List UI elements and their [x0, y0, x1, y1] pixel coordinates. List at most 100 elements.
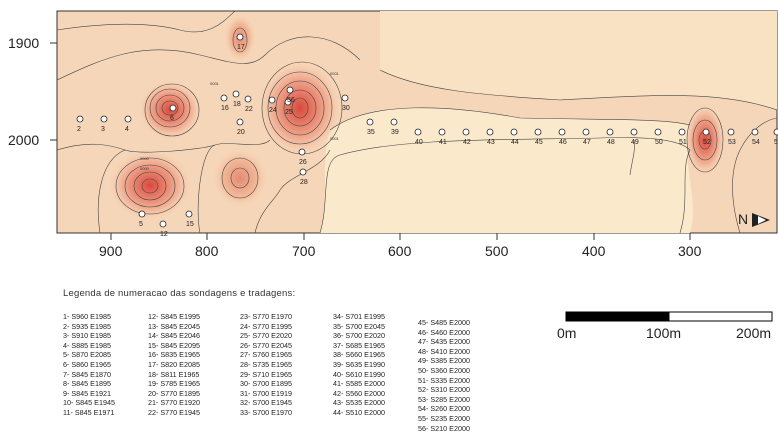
legend-entry: 5- S870 E2085 [63, 350, 111, 360]
legend-entry: 19- S785 E1965 [148, 379, 200, 389]
scale-bar-black [565, 311, 670, 322]
legend-column-3: 23- S770 E1970 24- S770 E1995 25- S770 E20… [240, 312, 292, 418]
scale-label-100: 100m [646, 325, 681, 341]
sampling-point-label: 12 [160, 231, 168, 238]
legend-entry: 44- S510 E2000 [333, 407, 385, 417]
anomaly-6 [685, 104, 725, 176]
sampling-point-label: 41 [439, 139, 447, 146]
x-tick-300: 300 [678, 243, 702, 259]
sampling-point-marker [244, 95, 252, 103]
legend-entry: 9- S845 E1921 [63, 388, 111, 398]
legend-entry: 21- S770 E1920 [148, 398, 200, 408]
sampling-point-marker [232, 90, 240, 98]
sampling-point-marker [486, 128, 494, 136]
legend-entry: 55- S235 E2000 [418, 413, 470, 423]
sampling-point-label: 20 [237, 129, 245, 136]
legend-entry: 28- S735 E1965 [240, 359, 292, 369]
legend-entry: 26- S770 E2045 [240, 340, 292, 350]
sampling-point-label: 35 [367, 129, 375, 136]
sampling-point-marker [678, 128, 686, 136]
sampling-point-label: 2 [77, 126, 81, 133]
legend-entry: 11- S845 E1971 [63, 407, 115, 417]
north-label: N [738, 211, 748, 227]
sampling-point-label: 43 [487, 139, 495, 146]
sampling-point-label: 26 [299, 159, 307, 166]
sampling-point-label: 54 [752, 139, 760, 146]
legend-entry: 23- S770 E1970 [240, 312, 292, 321]
sampling-point-label: 47 [583, 139, 591, 146]
sampling-point-label: 49 [631, 139, 639, 146]
legend-entry: 42- S560 E2000 [333, 388, 385, 398]
sampling-point-marker [185, 210, 193, 218]
sampling-point-marker [582, 128, 590, 136]
legend-entry: 25- S770 E2020 [240, 331, 292, 341]
sampling-point-marker [236, 118, 244, 126]
legend-title: Legenda de numeracao das sondagens e tra… [63, 288, 296, 299]
legend-entry: 53- S285 E2000 [418, 394, 470, 404]
legend-entry: 34- S701 E1995 [333, 312, 385, 321]
legend-entry: 15- S845 E2095 [148, 340, 200, 350]
legend-entry: 30- S700 E1895 [240, 379, 292, 389]
legend-entry: 31- S700 E1919 [240, 388, 292, 398]
legend-entry: 39- S635 E1990 [333, 359, 385, 369]
scale-label-0: 0m [557, 325, 576, 341]
svg-text:0001: 0001 [210, 81, 220, 86]
sampling-point-marker [702, 128, 710, 136]
legend-entry: 49- S385 E2000 [418, 356, 470, 366]
legend-entry: 6- S860 E1965 [63, 359, 111, 369]
svg-text:0000: 0000 [140, 166, 150, 171]
legend-entry: 18- S811 E1965 [148, 369, 200, 379]
sampling-point-marker [159, 220, 167, 228]
sampling-point-marker [366, 118, 374, 126]
scale-bar-white [668, 311, 773, 322]
sampling-point-marker [76, 115, 84, 123]
legend-entry: 35- S700 E2045 [333, 321, 385, 331]
sampling-point-label: 42 [463, 139, 471, 146]
legend-entry: 38- S660 E1965 [333, 350, 385, 360]
x-tick-500: 500 [485, 243, 509, 259]
legend-entry: 27- S760 E1965 [240, 350, 292, 360]
legend-entry: 3- S910 E1985 [63, 331, 111, 341]
sampling-point-marker [138, 210, 146, 218]
sampling-point-label: 16 [221, 105, 229, 112]
sampling-point-marker [606, 128, 614, 136]
sampling-point-marker [286, 86, 294, 94]
legend-entry: 51- S335 E2000 [418, 375, 470, 385]
legend-entry: 24- S770 E1995 [240, 321, 292, 331]
sampling-point-marker [558, 128, 566, 136]
sampling-point-marker [654, 128, 662, 136]
legend-entry: 20- S770 E1895 [148, 388, 200, 398]
scale-label-200: 200m [736, 325, 771, 341]
legend-entry: 10- S845 E1945 [63, 398, 115, 408]
svg-text:0001: 0001 [330, 71, 340, 76]
legend-entry: 8- S845 E1895 [63, 379, 111, 389]
sampling-point-label: 4 [125, 126, 129, 133]
x-tick-900: 900 [99, 243, 123, 259]
legend-entry: 33- S700 E1970 [240, 407, 292, 417]
sampling-point-marker [100, 115, 108, 123]
legend-entry: 14- S845 E2046 [148, 331, 200, 341]
scale-bar: 0m 100m 200m [557, 311, 773, 341]
sampling-point-label: 30 [342, 105, 350, 112]
legend-entry: 41- S585 E2000 [333, 379, 385, 389]
sampling-point-label: 52 [703, 139, 711, 146]
legend-entry: 40- S610 E1990 [333, 369, 385, 379]
sampling-point-label: 56 [287, 97, 295, 104]
sampling-point-marker [510, 128, 518, 136]
sampling-point-label: 51 [679, 139, 687, 146]
pale-region-top [380, 11, 777, 110]
legend-entry: 17- S820 E2085 [148, 359, 200, 369]
legend-entry: 29- S710 E1965 [240, 369, 292, 379]
x-tick-600: 600 [388, 243, 412, 259]
legend-column-2: 12- S845 E1995 13- S845 E2045 14- S845 E20… [148, 312, 200, 418]
sampling-point-label: 44 [511, 139, 519, 146]
anomaly-3 [108, 149, 192, 221]
legend-entry: 16- S835 E1965 [148, 350, 200, 360]
svg-text:0000: 0000 [140, 156, 150, 161]
sampling-point-marker [462, 128, 470, 136]
legend-entry: 45- S485 E2000 [418, 318, 470, 327]
y-tick-2000: 2000 [8, 132, 39, 148]
legend-entry: 4- S885 E1985 [63, 340, 111, 350]
